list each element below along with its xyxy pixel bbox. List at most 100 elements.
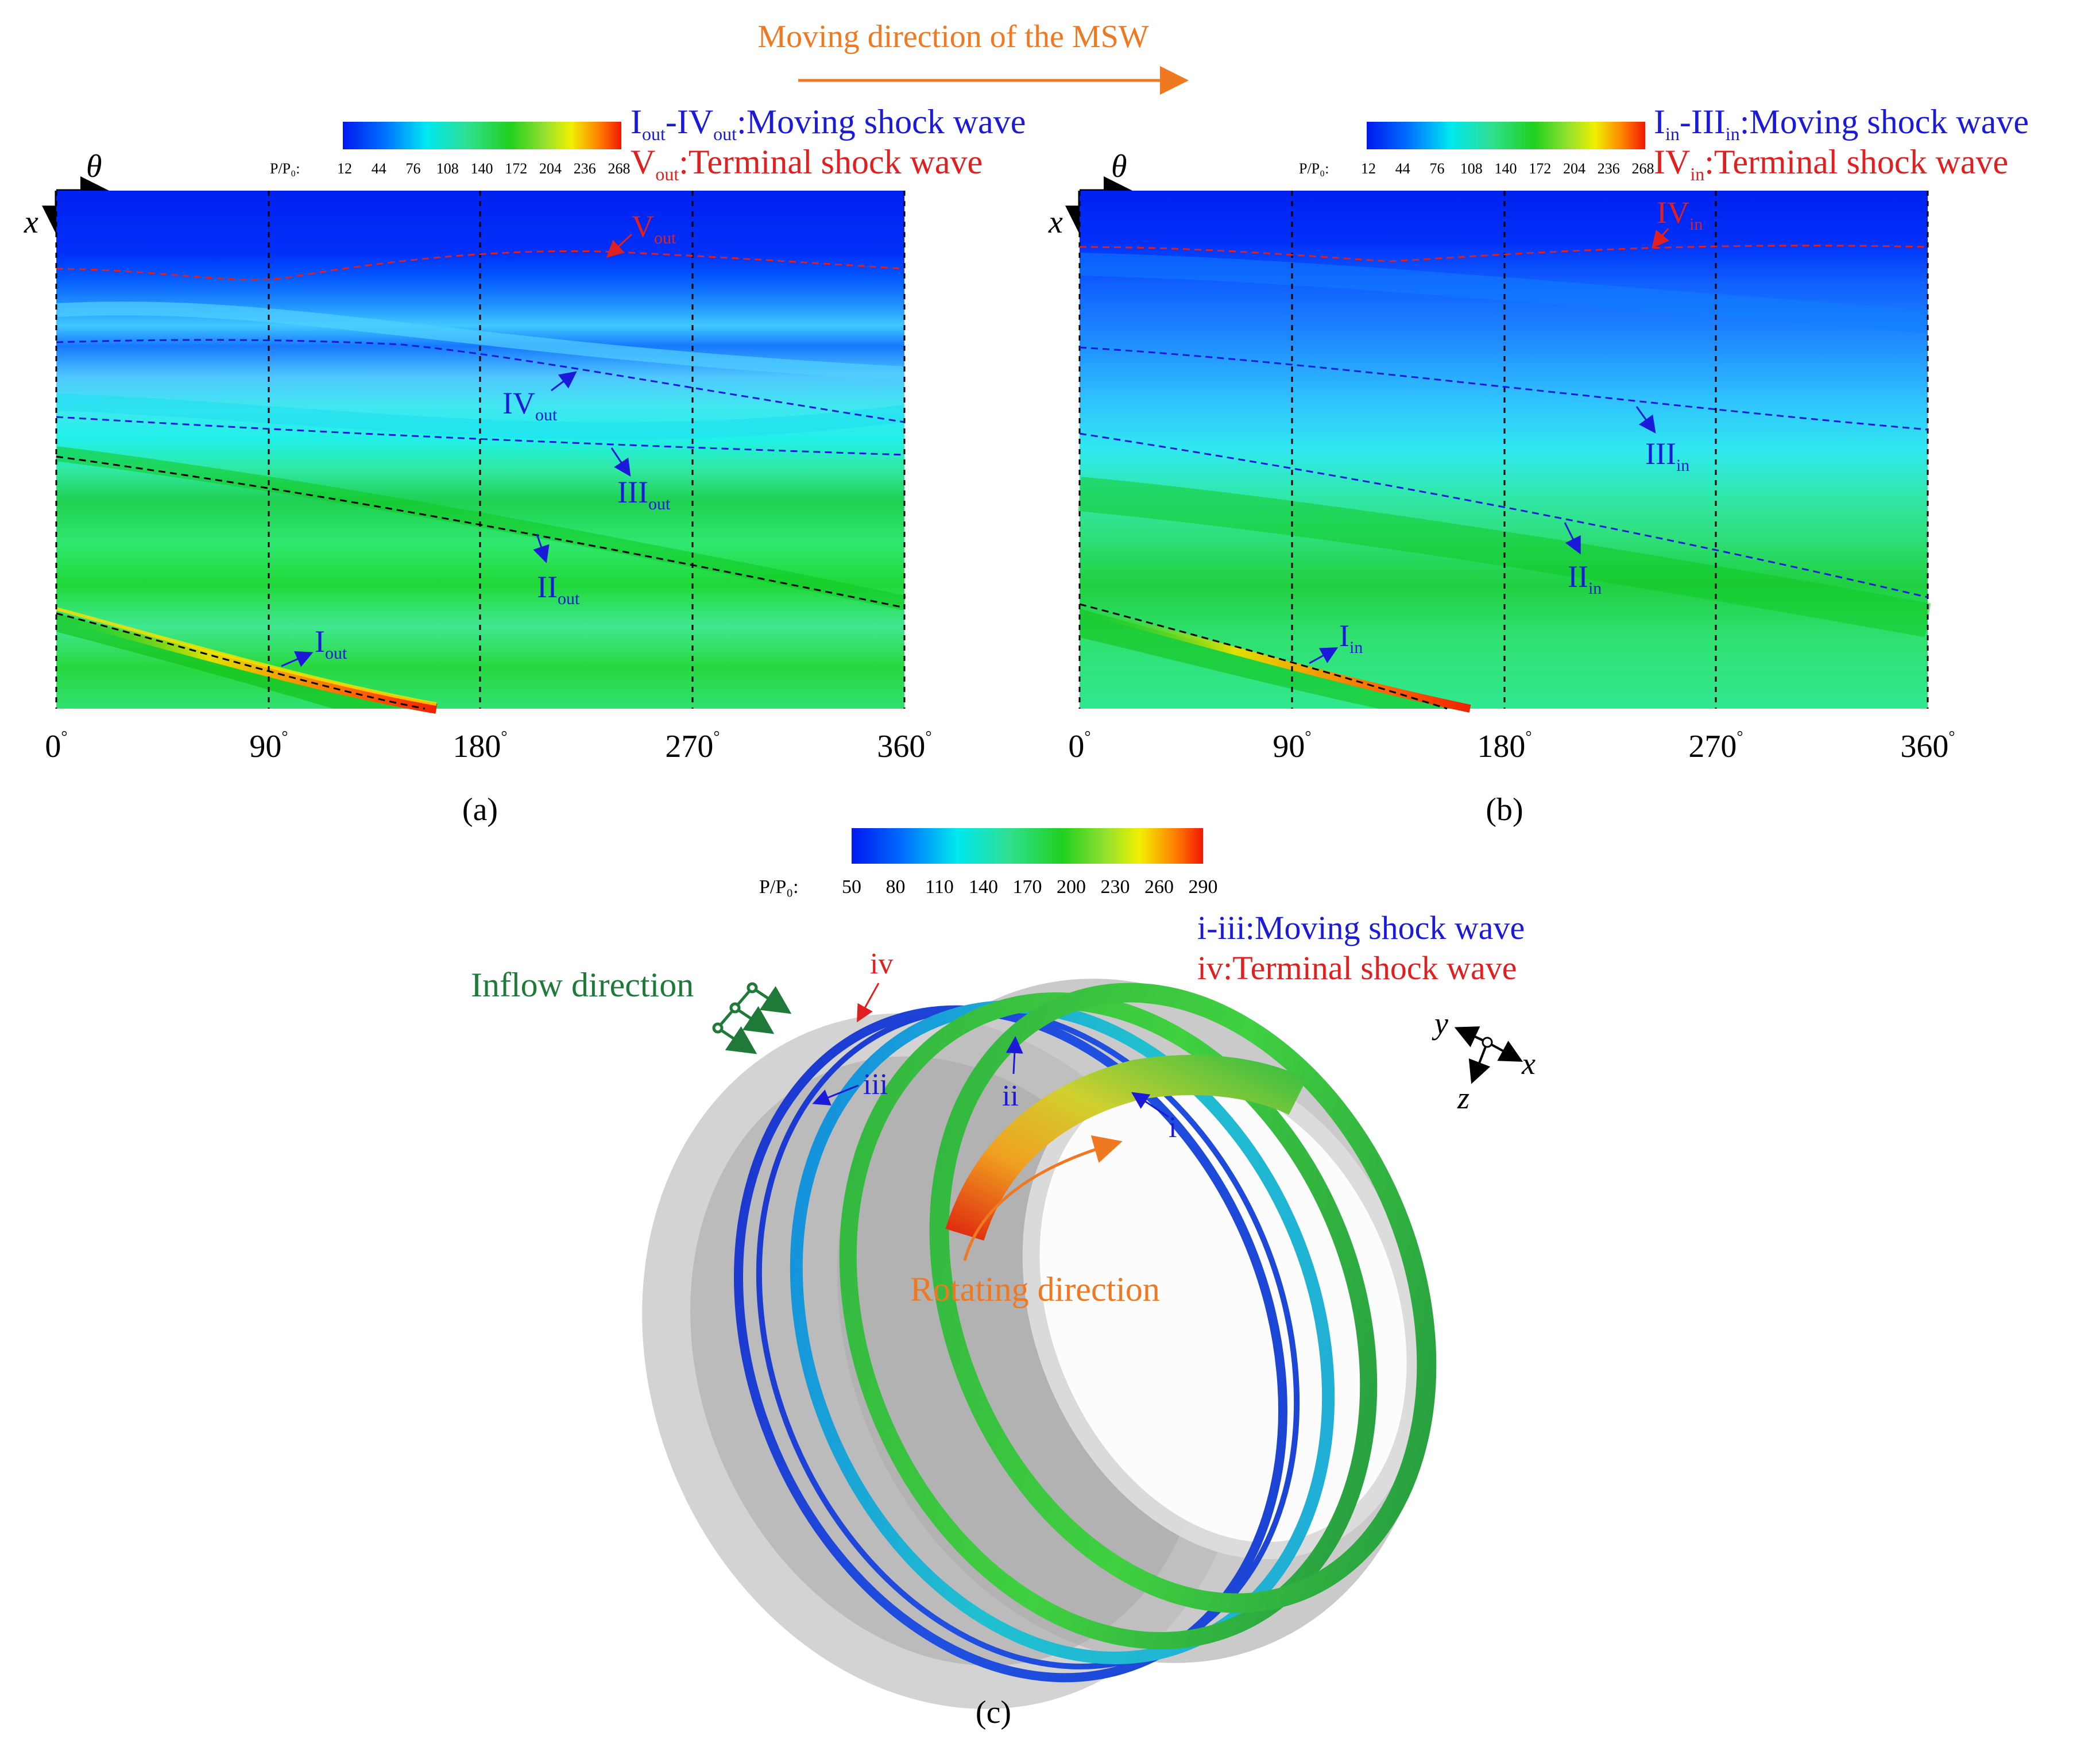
ring-iv xyxy=(734,1005,1287,1683)
ring-i xyxy=(929,983,1437,1613)
panel-a-cbar-tick-2: 76 xyxy=(406,160,421,177)
panel-b-x-label: x xyxy=(1048,204,1063,240)
ring-ii xyxy=(839,992,1378,1649)
panel-b-wave-i: Iin xyxy=(1339,618,1363,657)
panel-b-colorbar xyxy=(1367,122,1645,149)
svg-text:270°: 270° xyxy=(665,728,720,764)
panel-c-legend-red: iv:Terminal shock wave xyxy=(1197,949,1517,987)
svg-text:90°: 90° xyxy=(249,728,288,764)
panel-b-cbar-tick-7: 236 xyxy=(1598,160,1620,177)
panel-a-theta-label: θ xyxy=(86,149,102,184)
svg-text:180°: 180° xyxy=(453,728,507,764)
panel-a-cbar-tick-1: 44 xyxy=(372,160,386,177)
panel-b-cbar-tick-5: 172 xyxy=(1529,160,1551,177)
panel-a-colorbar xyxy=(343,122,621,149)
panel-c-cbar-tick-8: 290 xyxy=(1189,876,1218,898)
panel-c-cbar-tick-3: 140 xyxy=(969,876,998,898)
panel-c-inflow-label: Inflow direction xyxy=(471,966,694,1004)
panel-c-label-iii: iii xyxy=(863,1068,888,1101)
panel-a: P/P₀: 12 44 76 108 140 172 204 236 268 Iout-IVou… xyxy=(24,103,1026,828)
panel-a-xticks: 0° 90° 180° 270° 360° xyxy=(45,728,931,764)
panel-a-cbar-tick-4: 140 xyxy=(471,160,493,177)
panel-b-grid xyxy=(1078,191,1929,709)
panel-c-cbar-tick-5: 200 xyxy=(1057,876,1086,898)
panel-b-wave-iii: IIIin xyxy=(1645,436,1689,475)
panel-c-label-ii: ii xyxy=(1002,1080,1019,1112)
panel-c-colorbar xyxy=(852,828,1203,864)
inflow-arrows xyxy=(712,982,792,1054)
shock-rings xyxy=(734,983,1437,1683)
panel-a-cbar-tick-8: 268 xyxy=(608,160,631,177)
axis-z-label: z xyxy=(1457,1081,1469,1115)
panel-c-label-iv: iv xyxy=(870,948,893,980)
panel-b-cbar-tick-8: 268 xyxy=(1632,160,1654,177)
panel-c-cbar-tick-4: 170 xyxy=(1013,876,1042,898)
panel-c-cbar-tick-1: 80 xyxy=(886,876,906,898)
panel-b-theta-label: θ xyxy=(1111,149,1127,184)
panel-a-legend-red: Vout:Terminal shock wave xyxy=(631,143,983,184)
panel-a-wave-iii: IIIout xyxy=(617,475,671,513)
svg-text:360°: 360° xyxy=(877,728,931,764)
panel-c-cbar-tick-0: 50 xyxy=(842,876,861,898)
panel-a-cbar-tick-5: 172 xyxy=(505,160,527,177)
panel-a-caption: (a) xyxy=(462,792,498,828)
panel-b-line-iv xyxy=(1079,245,1928,262)
panel-b-legend-red: IVin:Terminal shock wave xyxy=(1654,143,2008,184)
panel-b-cbar-tick-6: 204 xyxy=(1563,160,1585,177)
panel-b-cbar-tick-4: 140 xyxy=(1495,160,1517,177)
panel-c-legend-blue: i-iii:Moving shock wave xyxy=(1197,909,1525,946)
svg-text:90°: 90° xyxy=(1273,728,1311,764)
moving-direction-label: Moving direction of the MSW xyxy=(757,19,1148,55)
panel-a-wave-iv: IVout xyxy=(502,386,558,424)
panel-a-cbar-tick-3: 108 xyxy=(436,160,459,177)
axes-triad: y x z xyxy=(1432,1006,1536,1115)
panel-a-cbar-tick-7: 236 xyxy=(574,160,596,177)
panel-a-wave-i: Iout xyxy=(315,624,347,663)
panel-b-cbar-tick-2: 76 xyxy=(1430,160,1445,177)
panel-c-cbar-tick-2: 110 xyxy=(925,876,954,898)
panel-b-cbar-label: P/P₀: xyxy=(1299,160,1329,177)
panel-b-cbar-tick-3: 108 xyxy=(1460,160,1483,177)
panel-a-cbar-ticks: 12 44 76 108 140 172 204 236 268 xyxy=(337,160,631,177)
panel-a-line-i xyxy=(56,612,426,710)
panel-a-grid xyxy=(55,191,906,709)
axis-y-label: y xyxy=(1432,1006,1448,1041)
panel-a-x-label: x xyxy=(24,204,38,240)
panel-b-legend-blue: Iin-IIIin:Moving shock wave xyxy=(1654,103,2029,144)
svg-text:360°: 360° xyxy=(1900,728,1955,764)
panel-c-caption: (c) xyxy=(976,1695,1011,1730)
panel-a-cbar-tick-6: 204 xyxy=(539,160,562,177)
panel-b-cbar-ticks: 12 44 76 108 140 172 204 236 268 xyxy=(1361,160,1654,177)
panel-a-wave-ii: IIout xyxy=(537,570,580,608)
panel-c-cbar-ticks: 50 80 110 140 170 200 230 260 290 xyxy=(842,876,1218,898)
panel-c-cbar-label: P/P₀: xyxy=(759,876,799,898)
panel-b-line-i xyxy=(1079,603,1448,710)
ring-hot-section xyxy=(945,1054,1307,1241)
svg-text:0°: 0° xyxy=(1068,728,1090,764)
svg-text:270°: 270° xyxy=(1688,728,1743,764)
panel-b-caption: (b) xyxy=(1486,792,1523,828)
panel-b: P/P₀: 12 44 76 108 140 172 204 236 268 Iin-IIIin… xyxy=(1048,103,2029,828)
svg-text:180°: 180° xyxy=(1477,728,1532,764)
panel-a-cbar-tick-0: 12 xyxy=(337,160,352,177)
panel-c-cbar-tick-7: 260 xyxy=(1144,876,1174,898)
panel-b-cbar-tick-1: 44 xyxy=(1395,160,1410,177)
panel-b-wave-iv: IVin xyxy=(1657,195,1703,234)
svg-text:0°: 0° xyxy=(45,728,67,764)
panel-a-cbar-label: P/P₀: xyxy=(270,160,300,177)
panel-b-xticks: 0° 90° 180° 270° 360° xyxy=(1068,728,1955,764)
axis-x-label: x xyxy=(1521,1046,1536,1081)
panel-a-line-iv xyxy=(56,339,905,423)
panel-c-label-i: i xyxy=(1169,1111,1177,1144)
panel-c-rotating-label: Rotating direction xyxy=(910,1270,1160,1308)
panel-c-cbar-tick-6: 230 xyxy=(1101,876,1130,898)
panel-a-line-ii xyxy=(56,455,905,609)
panel-a-legend-blue: Iout-IVout:Moving shock wave xyxy=(631,103,1026,144)
panel-b-wave-ii: IIin xyxy=(1568,559,1602,598)
rotating-arrow xyxy=(963,1135,1123,1261)
panel-b-cbar-tick-0: 12 xyxy=(1361,160,1376,177)
panel-a-line-v xyxy=(56,250,905,281)
panel-a-wave-v: Vout xyxy=(632,209,676,248)
panel-b-line-iii xyxy=(1079,346,1928,431)
